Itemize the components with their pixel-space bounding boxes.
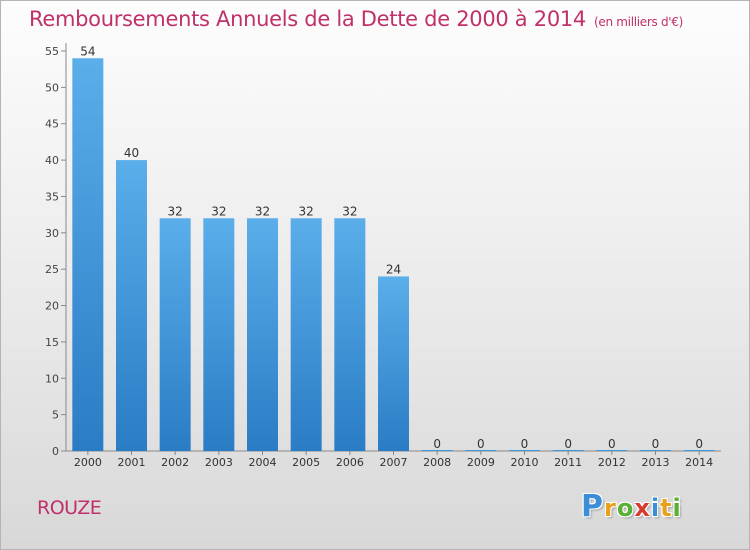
data-label: 0	[564, 437, 572, 451]
logo-letter: t	[660, 494, 673, 522]
y-tick-label: 5	[52, 409, 59, 422]
commune-name: ROUZE	[37, 497, 102, 519]
x-tick-label: 2007	[380, 456, 408, 469]
data-label: 0	[652, 437, 660, 451]
logo-letter: r	[604, 494, 617, 522]
x-tick-label: 2006	[336, 456, 364, 469]
logo-letter: P	[581, 489, 604, 524]
y-tick-label: 15	[45, 336, 59, 349]
data-label: 24	[386, 262, 401, 276]
chart-data-labels: 54 40 32 32 32 32 32 24 0 0 0 0 0 0 0	[80, 44, 703, 451]
y-tick-label: 10	[45, 372, 59, 385]
proxiti-logo: Proxiti	[581, 489, 701, 529]
bar	[421, 450, 453, 451]
data-label: 32	[342, 204, 357, 218]
y-tick-label: 25	[45, 263, 59, 276]
y-tick-label: 45	[45, 118, 59, 131]
data-label: 32	[299, 204, 314, 218]
x-tick-label: 2008	[423, 456, 451, 469]
data-label: 0	[477, 437, 485, 451]
x-tick-label: 2004	[249, 456, 277, 469]
bar	[378, 276, 409, 451]
bar	[247, 218, 278, 451]
chart-unit-label: (en milliers d'€)	[594, 15, 684, 29]
bar	[116, 160, 147, 451]
data-label: 32	[211, 204, 226, 218]
data-label: 0	[521, 437, 529, 451]
bar	[203, 218, 235, 451]
x-tick-label: 2001	[118, 456, 146, 469]
bar	[596, 450, 628, 451]
x-tick-label: 2009	[467, 456, 495, 469]
bar	[72, 58, 104, 451]
bar	[640, 450, 671, 451]
y-tick-label: 30	[45, 227, 59, 240]
bar	[290, 218, 322, 451]
bar	[159, 218, 191, 451]
x-tick-label: 2002	[161, 456, 189, 469]
x-tick-label: 2005	[292, 456, 320, 469]
data-label: 32	[255, 204, 270, 218]
chart-axes: 0 5 10 15 20 25 30 35 40 45 50 55 2000 2001 2002 2003 20…	[45, 43, 721, 469]
bar	[509, 450, 540, 451]
bar	[334, 218, 366, 451]
logo-letter: o	[616, 494, 635, 522]
x-tick-label: 2012	[598, 456, 626, 469]
data-label: 54	[80, 44, 95, 58]
data-label: 32	[168, 204, 183, 218]
x-tick-label: 2003	[205, 456, 233, 469]
data-label: 0	[433, 437, 441, 451]
x-tick-label: 2013	[642, 456, 670, 469]
chart-title-text: Remboursements Annuels de la Dette de 20…	[29, 7, 586, 31]
data-label: 0	[608, 437, 616, 451]
x-tick-label: 2011	[554, 456, 582, 469]
x-tick-label: 2014	[685, 456, 713, 469]
y-tick-label: 55	[45, 45, 59, 58]
chart-title: Remboursements Annuels de la Dette de 20…	[29, 7, 683, 31]
x-tick-label: 2010	[511, 456, 539, 469]
data-label: 0	[695, 437, 703, 451]
bar	[465, 450, 497, 451]
y-tick-label: 40	[45, 154, 59, 167]
y-tick-label: 20	[45, 300, 59, 313]
y-tick-label: 0	[52, 445, 59, 458]
bar	[552, 450, 584, 451]
logo-letter: i	[650, 494, 661, 522]
bar	[683, 450, 715, 451]
chart-bars	[72, 58, 715, 451]
logo-letter: i	[672, 494, 682, 522]
logo-letter: x	[634, 494, 651, 522]
y-tick-label: 35	[45, 190, 59, 203]
x-tick-label: 2000	[74, 456, 102, 469]
y-tick-label: 50	[45, 81, 59, 94]
data-label: 40	[124, 146, 139, 160]
